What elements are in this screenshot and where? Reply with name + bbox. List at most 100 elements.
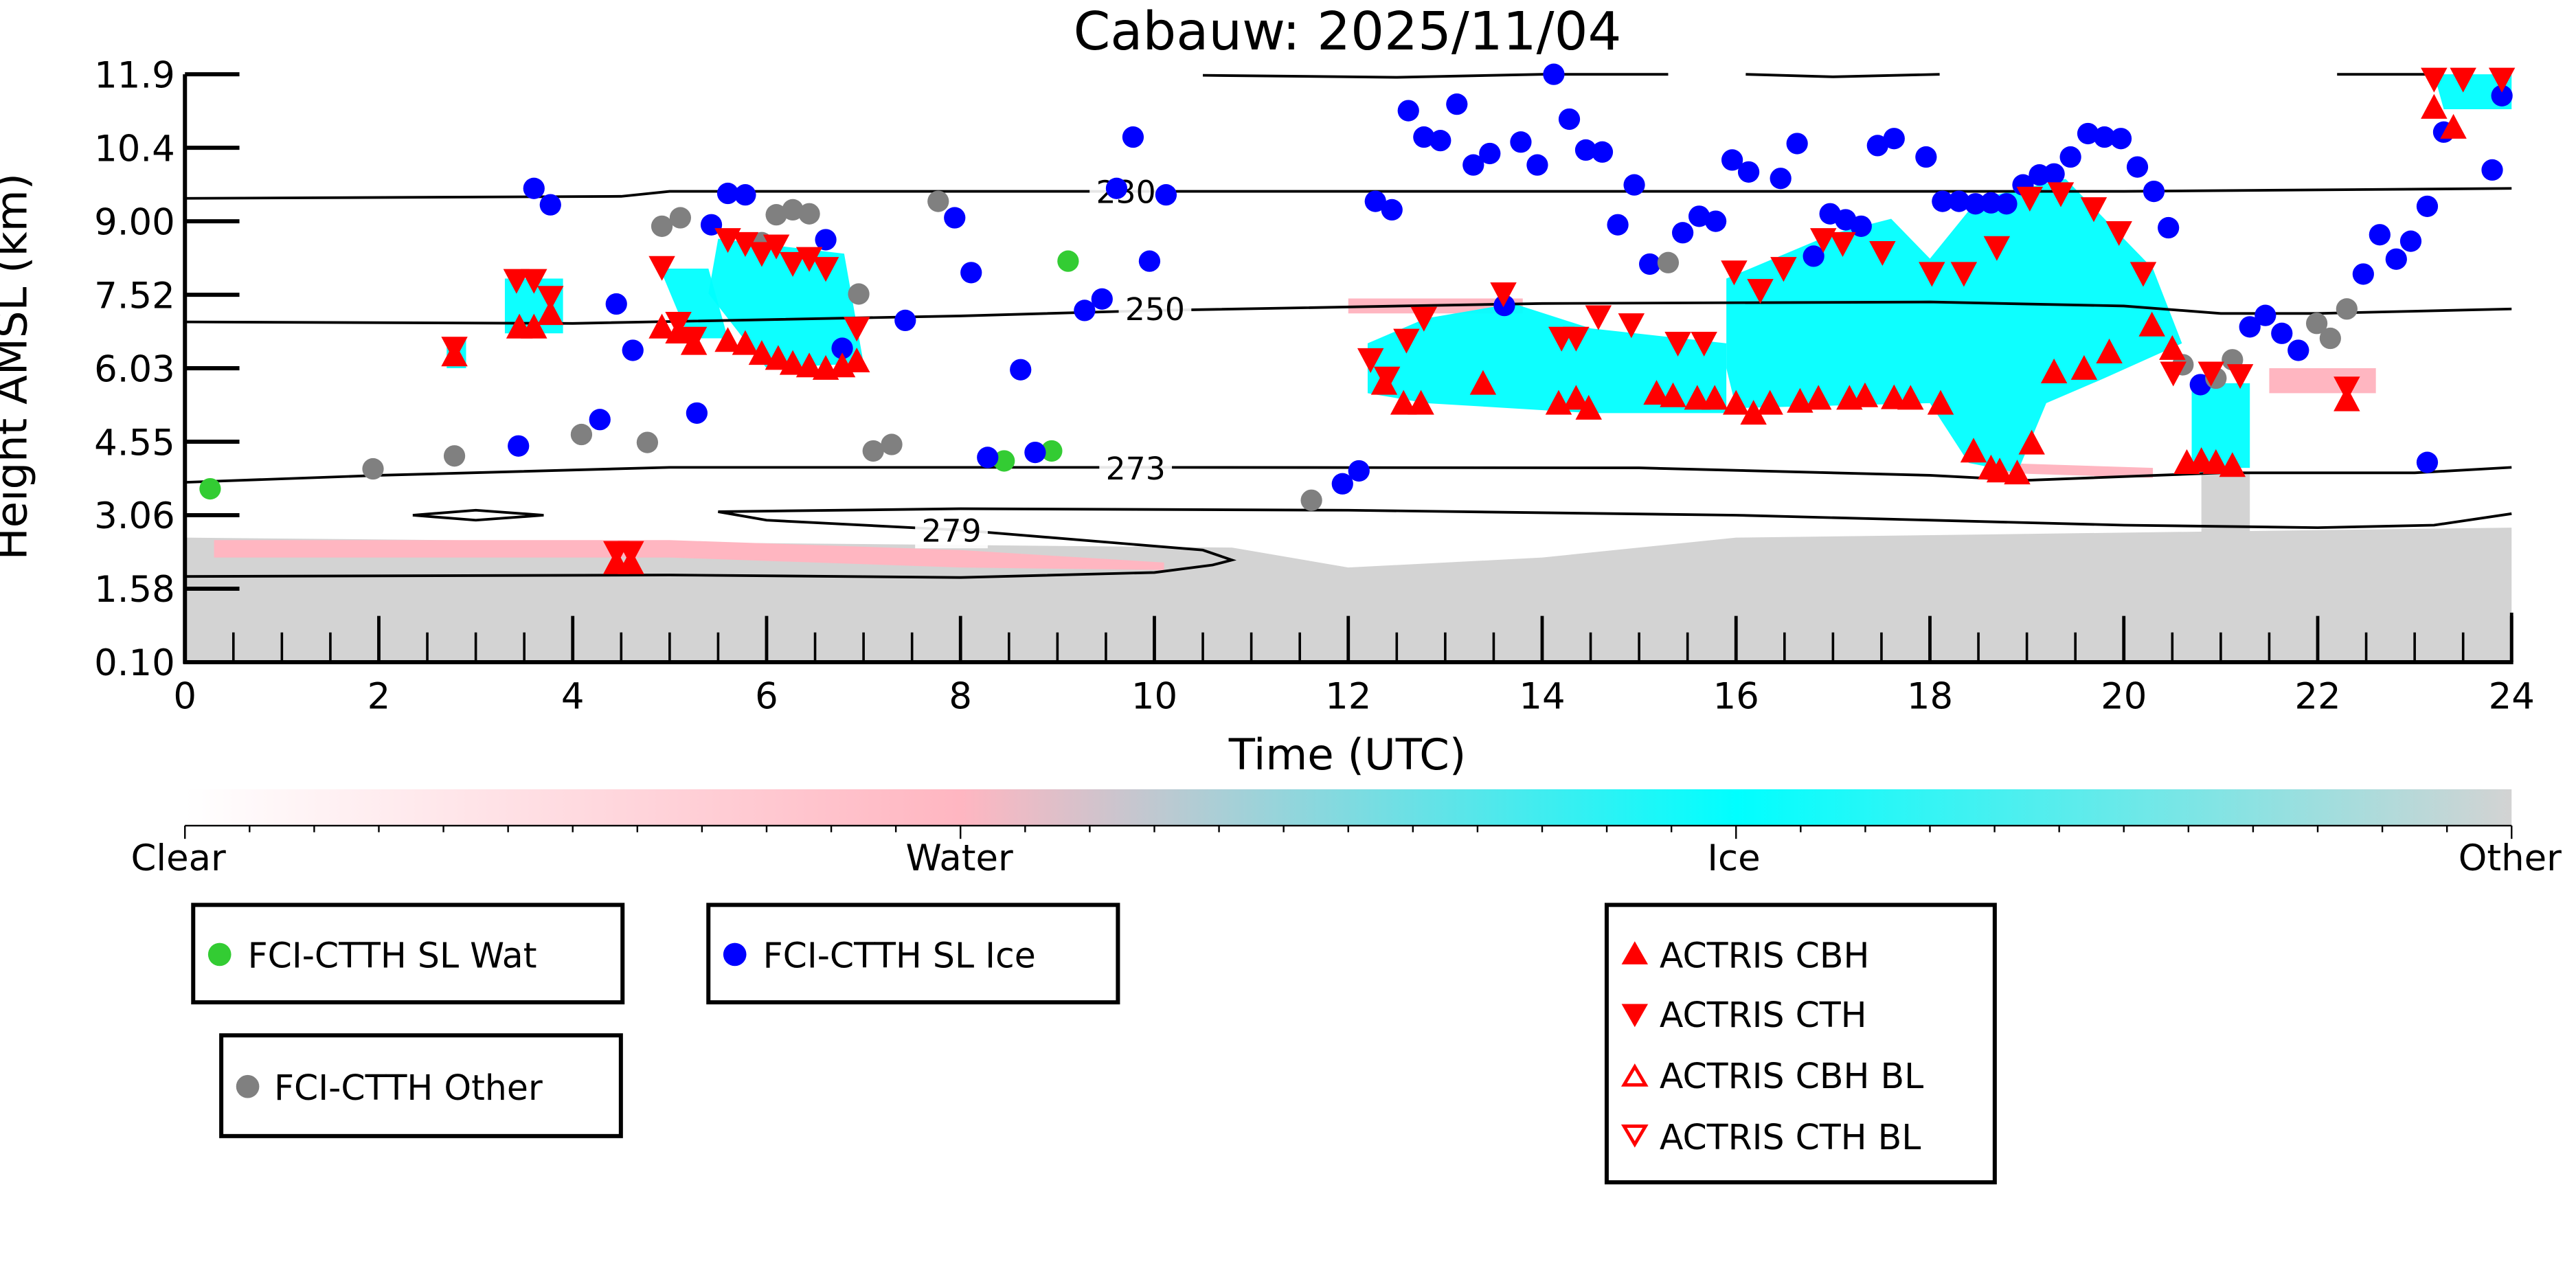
cloud-mask-ice [2434, 74, 2512, 109]
data-point-fci-ctth-sl-ice [1866, 135, 1888, 157]
data-point-actris-cth [1490, 282, 1517, 308]
isotherm-label-bg [915, 512, 988, 549]
data-point-actris-cth [1410, 306, 1438, 332]
data-point-actris-cth [1393, 328, 1420, 354]
data-point-actris-cth [762, 234, 790, 260]
data-point-actris-cth [665, 311, 692, 337]
data-point-actris-cbh [1740, 400, 1767, 425]
data-point-actris-cth [521, 269, 547, 294]
cloud-mask-ice [1367, 303, 1727, 414]
data-point-actris-cth [1664, 331, 1691, 357]
data-point-actris-cbh [1701, 385, 1728, 410]
x-tick-label: 10 [1131, 675, 1177, 717]
data-point-actris-cbh [1897, 385, 1924, 410]
legend-marker-blue-circle [723, 942, 747, 967]
data-point-actris-cbh [2421, 93, 2448, 119]
data-point-actris-cbh [1756, 389, 1783, 415]
y-tick-label: 10.4 [94, 128, 175, 170]
data-point-fci-ctth-sl-ice [1364, 190, 1386, 212]
data-point-actris-cth [812, 257, 839, 282]
data-point-actris-cbh [1660, 382, 1686, 407]
data-point-fci-ctth-sl-ice [2352, 263, 2374, 285]
x-tick-label: 18 [1907, 675, 1953, 717]
x-tick-label: 22 [2294, 675, 2340, 717]
data-point-fci-ctth-sl-ice [944, 207, 966, 229]
data-point-actris-cth [2016, 186, 2044, 212]
data-point-fci-ctth-sl-ice [1122, 126, 1144, 148]
y-tick-label: 9.00 [94, 201, 175, 243]
data-point-fci-ctth-other [798, 203, 820, 225]
data-point-fci-ctth-other [362, 457, 384, 480]
isotherm-label: 279 [921, 513, 981, 550]
legend-label: ACTRIS CBH [1660, 936, 1870, 976]
data-point-actris-cbh [1643, 380, 1670, 405]
data-point-fci-ctth-sl-ice [1155, 184, 1177, 206]
data-point-fci-ctth-sl-ice [508, 435, 530, 457]
data-point-actris-cth [732, 231, 759, 257]
data-point-fci-ctth-sl-ice [1446, 93, 1468, 115]
data-point-actris-cbh [2440, 113, 2467, 139]
data-point-fci-ctth-sl-ice [1543, 63, 1565, 85]
data-point-actris-cbh [2040, 358, 2068, 383]
data-point-fci-ctth-sl-ice [1915, 146, 1937, 168]
data-point-actris-cbh [1684, 385, 1711, 410]
data-point-actris-cth [1563, 326, 1590, 352]
data-point-fci-ctth-sl-ice [1138, 250, 1161, 272]
data-point-actris-cth [1829, 231, 1856, 257]
data-point-fci-ctth-sl-ice [2059, 146, 2081, 168]
data-point-fci-ctth-sl-ice [1965, 193, 1987, 215]
legend-marker-triangle-up-open-icon [1620, 1063, 1649, 1087]
data-point-fci-ctth-sl-wat [1041, 440, 1063, 462]
data-point-fci-ctth-other [2305, 313, 2328, 335]
data-point-fci-ctth-sl-ice [1091, 288, 1113, 310]
data-point-fci-ctth-sl-wat [199, 477, 221, 500]
x-tick-label: 0 [173, 675, 196, 717]
legend-label: FCI-CTTH Other [274, 1067, 543, 1108]
data-point-fci-ctth-sl-ice [622, 339, 644, 361]
data-point-actris-cbh [1881, 384, 1908, 409]
data-point-actris-cth [1373, 366, 1401, 392]
cloud-mask-layer [185, 74, 2512, 662]
isotherm-line [412, 508, 544, 522]
data-point-actris-cth [2334, 376, 2360, 402]
cloud-mask-water [2269, 368, 2376, 394]
data-point-fci-ctth-sl-ice [605, 293, 627, 315]
data-point-actris-cth [1770, 257, 1797, 282]
colorbar-label-ice: Ice [1707, 837, 1760, 879]
data-point-actris-cth [844, 317, 870, 342]
legend-label: ACTRIS CTH [1660, 995, 1867, 1035]
data-point-actris-cbh [714, 327, 741, 352]
cloud-mask-ice [2191, 383, 2250, 468]
data-point-fci-ctth-sl-ice [1996, 193, 2018, 215]
legend-sl-wat: FCI-CTTH SL Wat [191, 903, 625, 1005]
data-point-actris-cth [1357, 348, 1384, 373]
data-point-fci-ctth-sl-ice [1639, 253, 1661, 275]
data-point-actris-cbh [1563, 385, 1590, 410]
data-point-fci-ctth-sl-ice [894, 309, 916, 332]
data-point-fci-ctth-sl-ice [815, 229, 837, 251]
x-tick-label: 6 [755, 675, 778, 717]
data-point-fci-ctth-sl-ice [2385, 248, 2407, 270]
data-point-actris-cth [1810, 228, 1837, 253]
data-point-fci-ctth-sl-ice [1331, 473, 1353, 495]
data-point-actris-cth [2160, 361, 2187, 387]
x-axis-title: Time (UTC) [1228, 730, 1467, 780]
legend-marker-triangle-down-icon [1621, 1004, 1649, 1028]
data-point-actris-cth [503, 269, 530, 294]
data-point-fci-ctth-sl-ice [1479, 142, 1501, 165]
data-point-fci-ctth-sl-ice [960, 262, 982, 284]
data-point-fci-ctth-sl-ice [2255, 304, 2276, 326]
data-point-actris-cth [618, 541, 644, 566]
data-point-actris-cth [1983, 236, 2011, 261]
data-point-fci-ctth-sl-ice [1397, 100, 1419, 122]
data-point-fci-ctth-sl-ice [1591, 141, 1614, 163]
isotherm-label-bg [1099, 449, 1173, 486]
data-point-fci-ctth-sl-ice [1462, 154, 1484, 176]
data-point-fci-ctth-other [636, 431, 659, 453]
data-point-actris-cth [1747, 279, 1774, 304]
data-point-fci-ctth-other [651, 215, 673, 237]
y-tick-label: 1.58 [94, 569, 175, 611]
data-point-actris-cbh [1805, 385, 1832, 410]
data-point-fci-ctth-sl-ice [1105, 177, 1128, 199]
data-point-actris-cbh [2096, 338, 2123, 363]
